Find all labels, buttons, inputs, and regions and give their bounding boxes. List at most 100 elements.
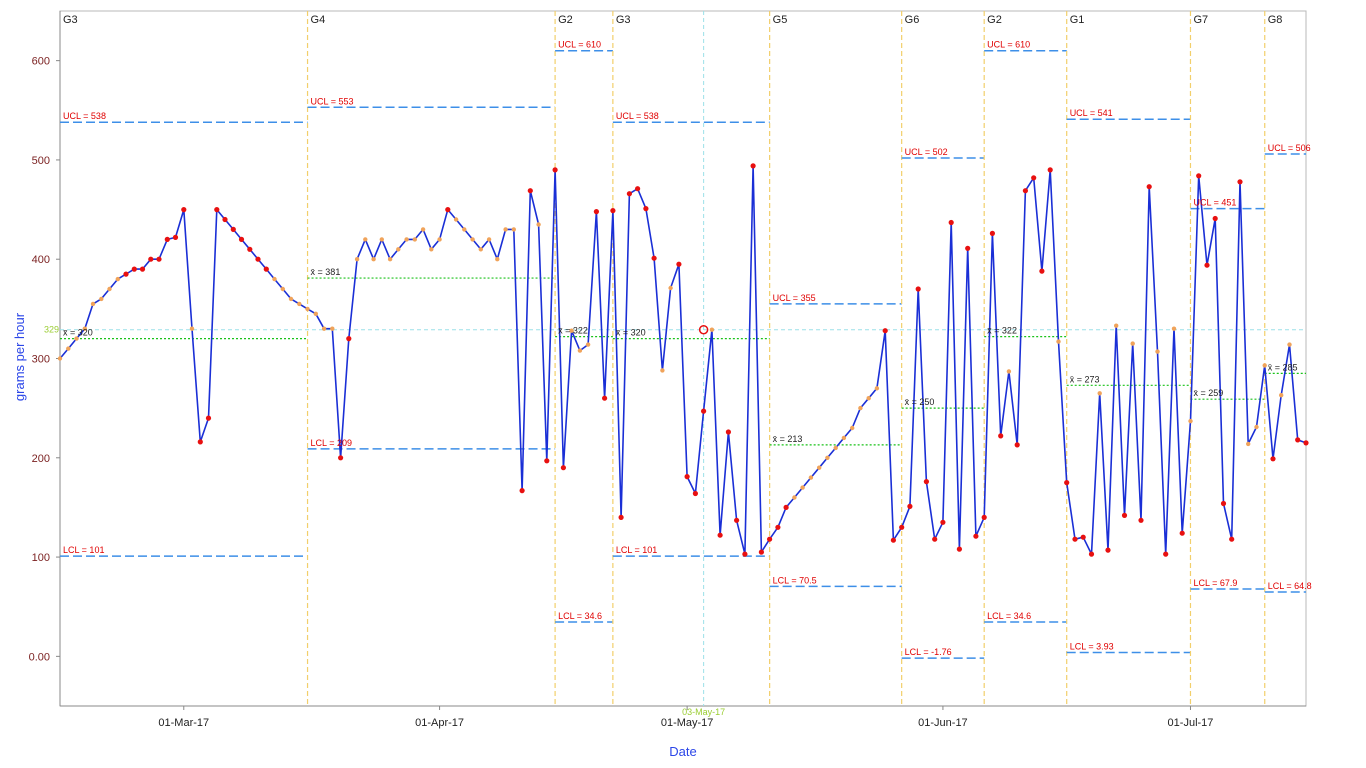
- data-point: [1246, 441, 1251, 447]
- data-point: [758, 549, 765, 555]
- data-point: [850, 425, 855, 431]
- data-point: [1022, 188, 1028, 194]
- data-point: [1171, 326, 1177, 331]
- data-point: [536, 222, 541, 227]
- data-point: [1056, 339, 1061, 344]
- data-point: [1262, 363, 1267, 368]
- data-point: [841, 435, 847, 441]
- data-point: [280, 286, 285, 292]
- data-point: [1064, 480, 1070, 486]
- group-label: G7: [1193, 14, 1208, 26]
- data-point: [676, 261, 682, 267]
- data-point: [915, 286, 921, 292]
- data-point: [420, 227, 426, 232]
- data-point: [288, 296, 294, 302]
- data-point: [346, 336, 352, 342]
- group-label: G2: [558, 14, 573, 26]
- data-point: [725, 429, 732, 435]
- y-axis-title: grams per hour: [12, 312, 27, 401]
- x-tick-label: 01-Mar-17: [158, 717, 209, 729]
- data-point: [965, 245, 971, 251]
- data-point: [890, 537, 897, 543]
- data-point: [626, 191, 633, 197]
- lcl-label: LCL = 70.5: [773, 575, 817, 585]
- data-point: [462, 227, 467, 232]
- mean-label: x̄ = 381: [311, 267, 341, 277]
- data-point: [948, 219, 954, 226]
- data-point: [1196, 173, 1202, 179]
- data-point: [156, 256, 162, 262]
- data-point: [214, 207, 220, 213]
- data-point: [1188, 418, 1193, 424]
- data-point: [1039, 268, 1045, 274]
- data-point: [998, 433, 1004, 439]
- data-point: [164, 236, 170, 242]
- data-point: [470, 237, 475, 242]
- data-point: [825, 455, 830, 460]
- data-point: [363, 237, 368, 242]
- mean-label: x̄ = 322: [987, 326, 1017, 336]
- data-point: [692, 490, 699, 497]
- mean-label: x̄ = 250: [905, 397, 935, 407]
- data-point: [1254, 424, 1259, 430]
- data-point: [858, 405, 863, 411]
- data-point: [495, 257, 500, 262]
- data-point: [404, 237, 409, 242]
- data-point: [1031, 175, 1037, 181]
- cursor-value-label: 329: [44, 325, 59, 335]
- data-point: [1006, 369, 1012, 374]
- data-point: [907, 503, 913, 509]
- data-point: [255, 256, 261, 262]
- x-axis-title: Date: [669, 744, 696, 759]
- data-point: [99, 296, 104, 302]
- lcl-label: LCL = 34.6: [558, 611, 602, 621]
- ucl-label: UCL = 355: [773, 293, 816, 303]
- data-point: [932, 536, 938, 542]
- data-point: [371, 257, 376, 262]
- data-point: [527, 188, 533, 194]
- data-point: [610, 208, 616, 214]
- lcl-label: LCL = 101: [616, 545, 657, 555]
- data-point: [197, 439, 203, 445]
- data-point: [1179, 530, 1185, 536]
- data-point: [684, 474, 690, 480]
- data-point: [899, 524, 905, 530]
- data-point: [651, 255, 657, 261]
- data-point: [1155, 349, 1160, 354]
- data-point: [775, 524, 781, 530]
- data-point: [1303, 440, 1309, 446]
- y-tick-label: 400: [32, 254, 50, 266]
- ucl-label: UCL = 553: [311, 96, 354, 106]
- x-tick-label: 01-Jul-17: [1168, 717, 1214, 729]
- lcl-label: LCL = 101: [63, 545, 104, 555]
- data-point: [874, 386, 880, 391]
- data-point: [1220, 500, 1227, 507]
- data-point: [1121, 512, 1128, 519]
- data-point: [585, 342, 591, 347]
- data-point: [379, 237, 384, 242]
- lcl-label: LCL = -1.76: [905, 647, 952, 657]
- data-point: [701, 408, 707, 414]
- data-point: [247, 246, 253, 252]
- data-point: [148, 256, 154, 262]
- y-tick-label: 200: [32, 453, 50, 465]
- data-point: [940, 519, 946, 525]
- group-label: G6: [905, 14, 920, 26]
- y-tick-label: 500: [32, 155, 50, 167]
- lcl-label: LCL = 64.8: [1268, 581, 1312, 591]
- data-point: [396, 247, 401, 252]
- mean-label: x̄ = 320: [616, 328, 646, 338]
- data-point: [445, 207, 451, 213]
- mean-label: x̄ = 285: [1268, 362, 1298, 372]
- data-point: [1097, 391, 1102, 396]
- lcl-label: LCL = 34.6: [987, 611, 1031, 621]
- lcl-label: LCL = 209: [311, 438, 352, 448]
- data-point: [602, 395, 608, 401]
- data-point: [882, 328, 888, 334]
- data-point: [503, 227, 508, 232]
- data-point: [1047, 167, 1053, 173]
- data-point: [429, 247, 434, 252]
- cursor-marker: [698, 324, 709, 335]
- data-point: [437, 237, 442, 242]
